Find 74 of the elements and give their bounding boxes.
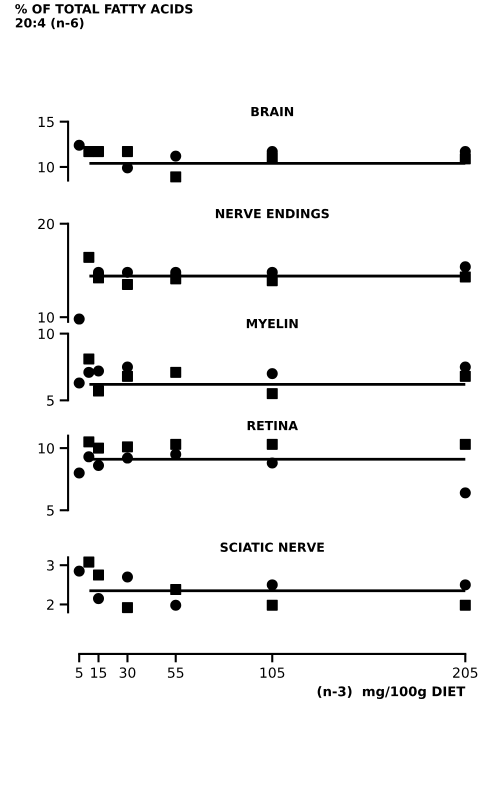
x-axis-title: (n-3) mg/100g DIET [318,686,466,700]
point [83,436,94,448]
point [460,600,471,611]
y-tick-label: 15 [38,116,54,128]
point [266,458,278,469]
point [460,438,471,450]
y-tick-label: 5 [47,396,54,406]
x-tick-label: 55 [168,668,184,678]
point [83,451,94,462]
y-tick-label: 10 [38,312,54,323]
point [122,441,133,452]
point [170,584,182,596]
point [93,272,104,284]
point [74,467,85,478]
point [122,278,133,290]
point [460,487,471,498]
point [74,377,85,389]
y-tick-label: 10 [38,328,54,340]
point [460,370,471,382]
point [83,353,94,364]
point [122,571,133,582]
point [266,388,278,400]
chart-title: RETINA [248,421,298,430]
point [266,438,278,450]
y-tick-label: 2 [47,599,54,610]
point [170,171,182,182]
y-axis-title: % OF TOTAL FATTY ACIDS 20:4 (n-6) [15,4,192,30]
point [266,368,278,380]
point [170,273,182,284]
point [170,600,182,611]
x-tick-label: 15 [91,668,106,678]
point [93,442,104,454]
point [460,271,471,282]
x-tick-label: 30 [120,667,136,678]
x-tick-label: 205 [453,667,478,678]
point [93,570,104,581]
x-tick-label: 5 [76,668,82,678]
point [74,140,85,151]
point [122,361,133,372]
chart-title: MYELIN [246,318,298,328]
point [122,370,133,382]
point [122,602,133,614]
point [83,556,94,568]
y-tick-label: 20 [38,218,54,230]
point [93,146,104,158]
point [170,438,182,450]
point [122,146,133,158]
point [460,261,471,272]
point [93,593,104,604]
point [74,314,85,325]
point [266,152,278,164]
y-tick-label: 10 [38,443,54,454]
point [83,366,94,378]
point [122,452,133,464]
point [122,266,133,278]
point [93,365,104,376]
point [460,153,471,164]
y-tick-label: 5 [47,505,54,516]
point [170,150,182,162]
chart-title: SCIATIC NERVE [220,542,324,552]
y-tick-label: 10 [38,162,54,172]
y-tick-label: 3 [47,560,54,571]
point [83,252,94,263]
chart-title: NERVE ENDINGS [216,208,329,218]
point [74,566,85,577]
point [170,366,182,378]
chart-title: BRAIN [251,107,294,116]
point [460,361,471,372]
point [266,600,278,611]
point [266,579,278,590]
point [93,460,104,472]
point [93,386,104,397]
x-tick-label: 105 [260,667,284,678]
point [460,579,471,590]
